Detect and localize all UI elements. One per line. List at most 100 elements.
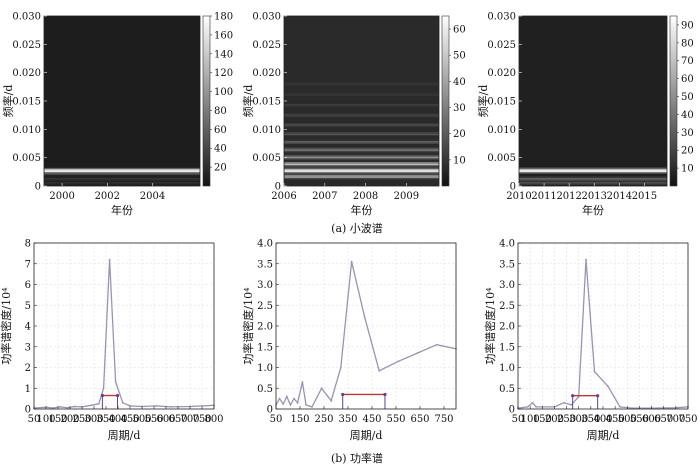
- x-tick-label: 2008: [353, 191, 378, 202]
- x-tick-label: 700: [666, 414, 685, 425]
- power-spectrum-line: [275, 261, 457, 408]
- x-tick-label: 750: [192, 414, 211, 425]
- y-tick-label: 6: [25, 280, 31, 291]
- colorbar: [669, 15, 678, 187]
- x-axis-label: 周期/d: [350, 429, 383, 442]
- data-point: [169, 406, 172, 408]
- x-tick-label: 2009: [394, 191, 419, 202]
- heatmap-band: [519, 171, 667, 174]
- data-point: [90, 404, 93, 407]
- y-tick-label: 0.005: [12, 153, 41, 164]
- colorbar-tick-label: 100: [214, 87, 233, 98]
- y-tick-label: 0.020: [252, 68, 281, 79]
- colorbar-tick-label: 40: [453, 77, 466, 88]
- x-tick-label: 450: [362, 414, 381, 425]
- x-tick-label: 2012: [556, 191, 581, 202]
- y-tick-label: 7: [25, 259, 31, 270]
- heatmap-band: [284, 174, 439, 177]
- colorbar-tick-label: 80: [681, 38, 694, 49]
- colorbar-tick-label: 60: [214, 125, 227, 136]
- power-panel-1: 0 1 2 3 4 5 6 7 8 5010015020025030035040045050055…: [0, 239, 224, 443]
- x-tick-label: 350: [338, 414, 357, 425]
- data-point: [320, 387, 323, 390]
- y-tick-label: 0.030: [487, 12, 516, 23]
- heatmap-band: [519, 181, 667, 184]
- data-point: [416, 352, 419, 354]
- colorbar-tick-label: 70: [681, 56, 694, 67]
- x-tick-label: 650: [654, 414, 673, 425]
- x-tick-label: 750: [678, 414, 697, 425]
- heatmap-band: [519, 183, 667, 185]
- heatmap-band: [284, 103, 439, 106]
- caption-power: (b) 功率谱: [331, 451, 383, 465]
- y-tick-label: 3: [25, 342, 31, 353]
- data-point: [278, 397, 281, 400]
- y-tick-label: 0: [509, 405, 515, 416]
- x-tick-label: 500: [132, 414, 151, 425]
- x-tick-label: 2015: [632, 191, 657, 202]
- heatmap-band: [284, 157, 439, 160]
- x-tick-label: 2004: [140, 191, 165, 202]
- data-point: [363, 316, 366, 319]
- heatmap-band: [284, 176, 439, 178]
- y-tick-label: 2: [25, 363, 31, 374]
- x-tick-label: 2007: [312, 191, 337, 202]
- heatmap-band: [284, 123, 439, 126]
- x-tick-label: 750: [434, 414, 453, 425]
- heatmap-band: [44, 166, 200, 168]
- y-tick-label: 0: [25, 405, 31, 416]
- x-tick-label: 2014: [607, 191, 632, 202]
- heatmap-band: [284, 177, 439, 180]
- colorbar-tick-label: 20: [453, 129, 466, 140]
- x-tick-label: 550: [144, 414, 163, 425]
- heatmap-background: [519, 16, 667, 186]
- colorbar-tick-label: 60: [681, 74, 694, 85]
- data-point: [296, 401, 299, 404]
- x-tick-label: 550: [630, 414, 649, 425]
- heatmap-band: [284, 133, 439, 136]
- data-point: [350, 260, 353, 263]
- heatmap-band: [519, 180, 667, 183]
- heatmap-band: [284, 150, 439, 153]
- y-tick-label: 2.0: [499, 322, 515, 333]
- x-tick-label: 150: [533, 414, 552, 425]
- y-tick-label: 1.5: [257, 342, 273, 353]
- y-tick-label: 0.015: [12, 97, 41, 108]
- heatmap-band: [284, 147, 439, 150]
- y-tick-label: 1.0: [257, 363, 273, 374]
- x-tick-label: 100: [36, 414, 55, 425]
- power-panel-2: 0 0.5 1.0 1.5 2.0 2.5 3.0 3.5 4.0 50 150 250 350 450 5…: [241, 239, 457, 442]
- heatmap-band: [284, 115, 439, 117]
- x-tick-label: 700: [180, 414, 199, 425]
- data-point: [52, 407, 55, 409]
- heatmap-band: [284, 154, 439, 157]
- y-tick-label: 0.005: [252, 153, 281, 164]
- y-tick-label: 0.030: [252, 12, 281, 23]
- data-point: [129, 405, 131, 407]
- y-tick-label: 2.5: [499, 301, 515, 312]
- colorbar-tick-label: 10: [453, 155, 466, 166]
- x-tick-label: 150: [290, 414, 309, 425]
- colorbar-tick-label: 60: [453, 25, 466, 36]
- heatmap-band: [284, 82, 439, 85]
- data-point: [585, 258, 587, 261]
- x-tick-label: 550: [386, 414, 405, 425]
- data-point: [593, 370, 596, 373]
- heatmap-band: [44, 183, 200, 185]
- data-point: [97, 402, 100, 405]
- heatmap-band: [44, 167, 200, 170]
- x-tick-label: 600: [642, 414, 661, 425]
- data-point: [570, 404, 573, 406]
- heatmap-band: [284, 156, 439, 158]
- x-tick-label: 400: [593, 414, 612, 425]
- data-point: [114, 381, 117, 383]
- colorbar-tick-label: 30: [453, 103, 466, 114]
- colorbar: [202, 15, 211, 187]
- x-tick-label: 650: [168, 414, 187, 425]
- marker-left-point: [100, 393, 104, 398]
- colorbar-tick-label: 20: [214, 163, 227, 174]
- x-tick-label: 450: [606, 414, 625, 425]
- y-tick-label: 3.0: [499, 280, 515, 291]
- y-tick-label: 0: [35, 182, 41, 193]
- data-point: [305, 404, 307, 406]
